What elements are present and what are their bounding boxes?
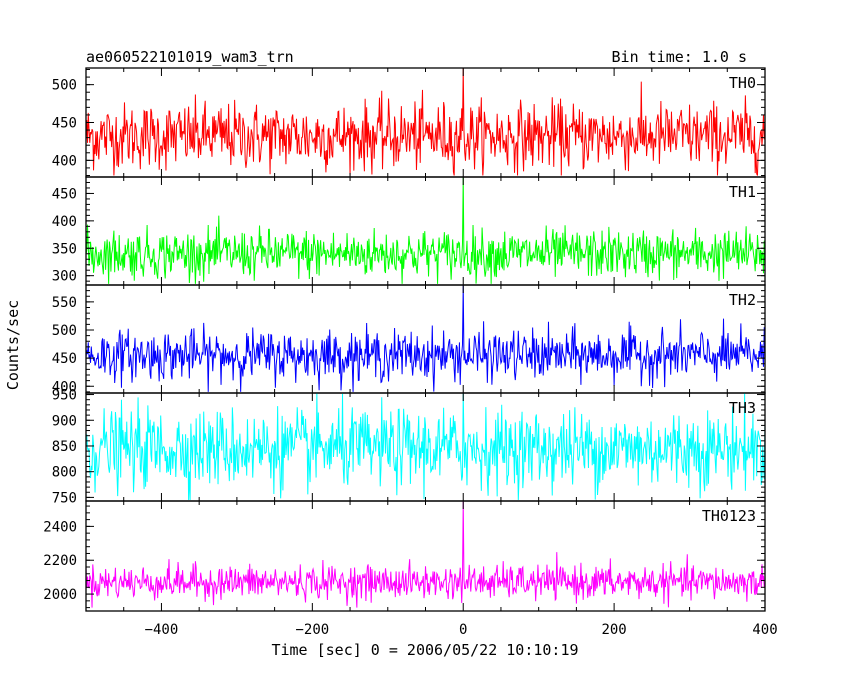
y-tick-label: 400 xyxy=(52,379,77,395)
panel-label-th2: TH2 xyxy=(729,291,756,309)
x-axis-label: Time [sec] 0 = 2006/05/22 10:10:19 xyxy=(271,641,578,659)
y-tick-label: 2400 xyxy=(43,519,77,535)
y-tick-label: 300 xyxy=(52,269,77,285)
y-tick-label: 450 xyxy=(52,186,77,202)
y-tick-label: 400 xyxy=(52,153,77,169)
panel-label-th0: TH0 xyxy=(729,74,756,92)
chart-title: ae060522101019_wam3_trn xyxy=(86,48,294,66)
y-tick-label: 350 xyxy=(52,241,77,257)
panels-group: 400 450 500 TH0 300 350 400 450 TH1 400 450 500 550 T… xyxy=(43,67,766,612)
x-tick-label: 200 xyxy=(601,622,626,638)
y-tick-label: 450 xyxy=(52,116,77,132)
y-tick-label: 500 xyxy=(52,323,77,339)
series-line-th3 xyxy=(86,393,765,500)
panel-frame xyxy=(85,176,766,286)
y-axis-label: Counts/sec xyxy=(4,300,22,390)
series-line-th2 xyxy=(86,285,765,392)
y-tick-label: 850 xyxy=(52,439,77,455)
x-tick-label: −400 xyxy=(145,622,179,638)
y-tick-label: 950 xyxy=(52,388,77,404)
series-line-th0 xyxy=(86,68,765,176)
series-line-th0123 xyxy=(86,501,765,608)
chart-subtitle: Bin time: 1.0 s xyxy=(612,48,747,66)
panel-label-th0123: TH0123 xyxy=(702,507,756,525)
panel-th2: 400 450 500 550 TH2 xyxy=(52,284,766,395)
y-tick-label: 2200 xyxy=(43,553,77,569)
y-tick-label: 400 xyxy=(52,214,77,230)
y-tick-label: 2000 xyxy=(43,587,77,603)
panel-th0123: 2000 2200 2400 TH0123 xyxy=(43,500,766,612)
y-tick-label: 800 xyxy=(52,465,77,481)
y-tick-label: 500 xyxy=(52,78,77,94)
y-tick-label: 750 xyxy=(52,490,77,506)
panel-label-th1: TH1 xyxy=(729,183,756,201)
x-tick-label: 400 xyxy=(752,622,777,638)
y-tick-label: 900 xyxy=(52,413,77,429)
panel-frame xyxy=(85,500,766,612)
x-tick-label: 0 xyxy=(459,622,467,638)
panel-label-th3: TH3 xyxy=(729,399,756,417)
x-axis: −400 −200 0 200 400 xyxy=(145,622,778,638)
x-tick-label: −200 xyxy=(295,622,329,638)
y-tick-label: 450 xyxy=(52,351,77,367)
panel-th0: 400 450 500 TH0 xyxy=(52,67,766,178)
panel-th3: 750 800 850 900 950 TH3 xyxy=(52,388,766,506)
series-line-th1 xyxy=(86,177,765,284)
panel-th1: 300 350 400 450 TH1 xyxy=(52,176,766,286)
y-tick-label: 550 xyxy=(52,295,77,311)
